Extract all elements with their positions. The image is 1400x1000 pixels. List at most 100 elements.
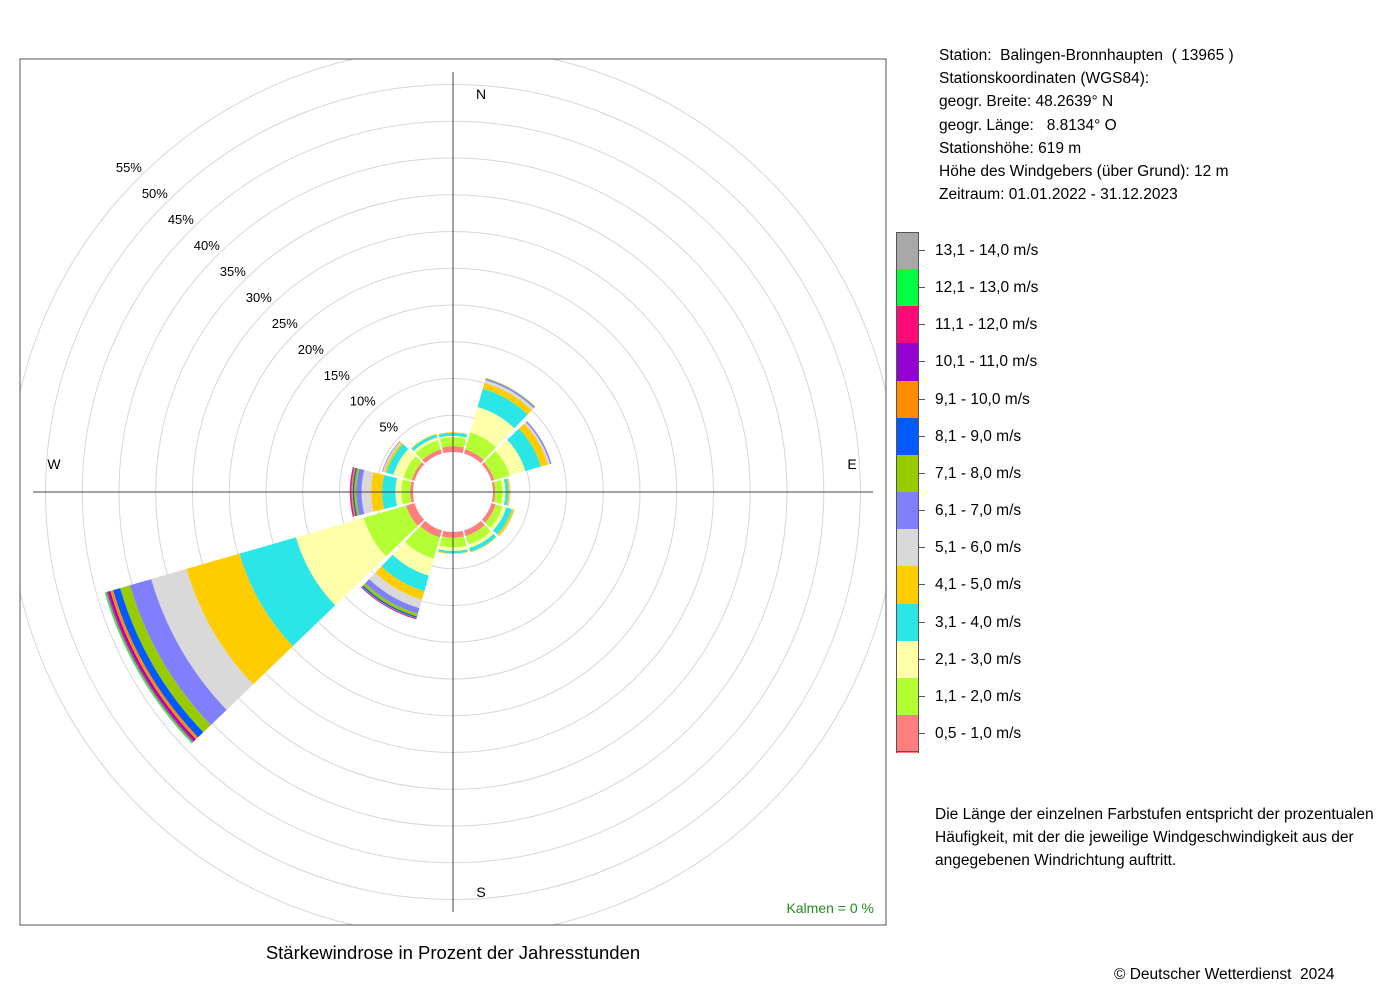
rose-segment	[113, 588, 204, 738]
legend-label: 3,1 - 4,0 m/s	[935, 613, 1022, 631]
legend-swatch	[896, 640, 919, 679]
ring-label: 5%	[379, 420, 398, 435]
legend-swatch	[896, 417, 919, 456]
sector-300	[382, 440, 425, 481]
legend-label: 8,1 - 9,0 m/s	[935, 427, 1022, 445]
ring-label: 50%	[142, 186, 168, 201]
legend-label: 7,1 - 8,0 m/s	[935, 464, 1022, 482]
rose-segment	[386, 443, 409, 475]
legend-label: 1,1 - 2,0 m/s	[935, 687, 1022, 705]
rose-segment	[411, 434, 438, 451]
station-latitude: geogr. Breite: 48.2639° N	[939, 93, 1114, 111]
legend-label: 4,1 - 5,0 m/s	[935, 576, 1022, 594]
legend-tick	[919, 510, 925, 512]
legend-tick	[919, 287, 925, 289]
legend-item: 10,1 - 11,0 m/s	[896, 343, 1156, 382]
legend-swatch	[896, 714, 919, 753]
rose-segment	[524, 421, 551, 465]
legend-item: 1,1 - 2,0 m/s	[896, 677, 1156, 716]
legend-swatch	[896, 492, 919, 531]
legend-item: 3,1 - 4,0 m/s	[896, 603, 1156, 642]
station-elevation: Stationshöhe: 619 m	[939, 139, 1082, 157]
legend-tick	[919, 658, 925, 660]
rose-segment	[186, 553, 293, 685]
rose-segment	[151, 568, 254, 710]
legend-item: 7,1 - 8,0 m/s	[896, 454, 1156, 493]
legend-tick	[919, 621, 925, 623]
legend-swatch	[896, 343, 919, 382]
rose-segment	[411, 462, 425, 481]
ring-label: 35%	[220, 264, 246, 279]
sensor-height: Höhe des Windgebers (über Grund): 12 m	[939, 163, 1229, 181]
rose-segment	[508, 478, 511, 506]
ring-label: 45%	[168, 212, 194, 227]
rose-segment	[495, 439, 526, 476]
legend-tick	[919, 398, 925, 400]
rose-segment	[354, 468, 360, 516]
legend-item: 13,1 - 14,0 m/s	[896, 232, 1156, 270]
rose-segment	[481, 462, 495, 481]
legend-item: 0,5 - 1,0 m/s	[896, 714, 1156, 753]
legend-item: 6,1 - 7,0 m/s	[896, 492, 1156, 531]
rose-segment	[120, 585, 211, 733]
rose-segment	[363, 583, 418, 617]
legend-swatch	[896, 380, 919, 419]
rose-segment	[438, 432, 468, 435]
rose-segment	[481, 503, 496, 523]
explanation-note: Die Länge der einzelnen Farbstufen entsp…	[935, 806, 1374, 869]
legend-tick	[919, 695, 925, 697]
rose-segment	[295, 517, 387, 606]
legend-label: 5,1 - 6,0 m/s	[935, 539, 1022, 557]
rose-segment	[420, 520, 442, 538]
rose-segment	[485, 378, 535, 409]
station-coordinates-heading: Stationskoordinaten (WGS84):	[939, 70, 1150, 88]
cardinal-label-e: E	[847, 456, 856, 472]
rose-segment	[351, 467, 356, 517]
legend-tick	[919, 324, 925, 326]
sector-210	[361, 520, 442, 620]
legend-swatch	[896, 306, 919, 345]
rose-segment	[507, 428, 541, 472]
rose-segment	[352, 467, 358, 517]
ring-label: 25%	[272, 316, 298, 331]
rose-segment	[464, 520, 485, 537]
cardinal-label-s: S	[476, 884, 485, 900]
legend-swatch	[896, 232, 919, 270]
station-longitude: geogr. Länge: 8.8134° O	[939, 116, 1117, 134]
rose-segment	[422, 449, 442, 464]
rose-segment	[384, 442, 403, 473]
legend-tick	[919, 547, 925, 549]
rose-segment	[406, 503, 425, 526]
legend-item: 9,1 - 10,0 m/s	[896, 380, 1156, 419]
rose-segment	[470, 406, 515, 448]
rose-segment	[438, 551, 468, 555]
rose-segment	[497, 509, 515, 537]
rose-segment	[403, 456, 423, 481]
sector-150	[464, 520, 497, 553]
plot-frame	[19, 58, 887, 926]
rose-segment	[492, 507, 512, 535]
legend-item: 4,1 - 5,0 m/s	[896, 566, 1156, 605]
rose-segment	[518, 423, 548, 467]
rose-segment	[506, 478, 510, 506]
rose-segment	[468, 531, 494, 549]
rose-segment	[381, 554, 429, 592]
rose-segment	[484, 504, 503, 528]
rose-segment	[369, 572, 422, 609]
legend-swatch	[896, 677, 919, 716]
rose-segment	[239, 537, 336, 647]
rose-segment	[465, 432, 497, 461]
legend-tick	[919, 435, 925, 437]
rose-segment	[363, 505, 418, 557]
legend-swatch	[896, 566, 919, 605]
legend-label: 0,5 - 1,0 m/s	[935, 724, 1022, 742]
rose-segment	[413, 437, 439, 454]
cardinal-label-w: W	[47, 456, 61, 472]
legend-swatch	[896, 269, 919, 308]
rose-segment	[490, 506, 507, 531]
rose-segment	[439, 435, 467, 439]
rose-segment	[525, 420, 552, 464]
legend-label: 10,1 - 11,0 m/s	[935, 353, 1038, 371]
legend-item: 8,1 - 9,0 m/s	[896, 417, 1156, 456]
sector-30	[464, 378, 536, 464]
